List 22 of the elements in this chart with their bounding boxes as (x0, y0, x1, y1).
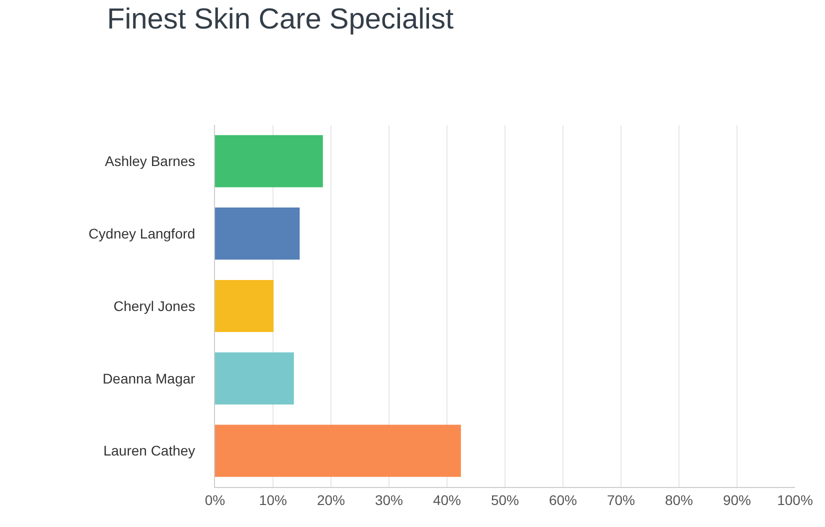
bar (215, 352, 294, 404)
x-tick-label: 20% (316, 492, 346, 508)
x-tick-label: 10% (258, 492, 288, 508)
x-tick-label: 60% (548, 492, 578, 508)
bar (215, 208, 300, 260)
x-tick-label: 50% (490, 492, 520, 508)
y-tick-label: Deanna Magar (102, 370, 196, 386)
y-tick-label: Cydney Langford (88, 226, 196, 242)
bar (215, 280, 274, 332)
x-tick-label: 70% (606, 492, 636, 508)
bar (215, 424, 461, 477)
bar (215, 135, 323, 188)
x-tick-label: 0% (204, 492, 226, 508)
x-tick-label: 30% (374, 492, 404, 508)
y-tick-label: Ashley Barnes (104, 153, 196, 170)
chart-title: Finest Skin Care Specialist (107, 3, 454, 36)
x-tick-label: 80% (664, 492, 694, 508)
x-tick-label: 90% (722, 492, 752, 508)
x-tick-label: 40% (432, 492, 462, 508)
x-tick-label: 100% (777, 492, 813, 508)
y-tick-label: Lauren Cathey (103, 442, 196, 459)
y-tick-label: Cheryl Jones (113, 298, 196, 314)
